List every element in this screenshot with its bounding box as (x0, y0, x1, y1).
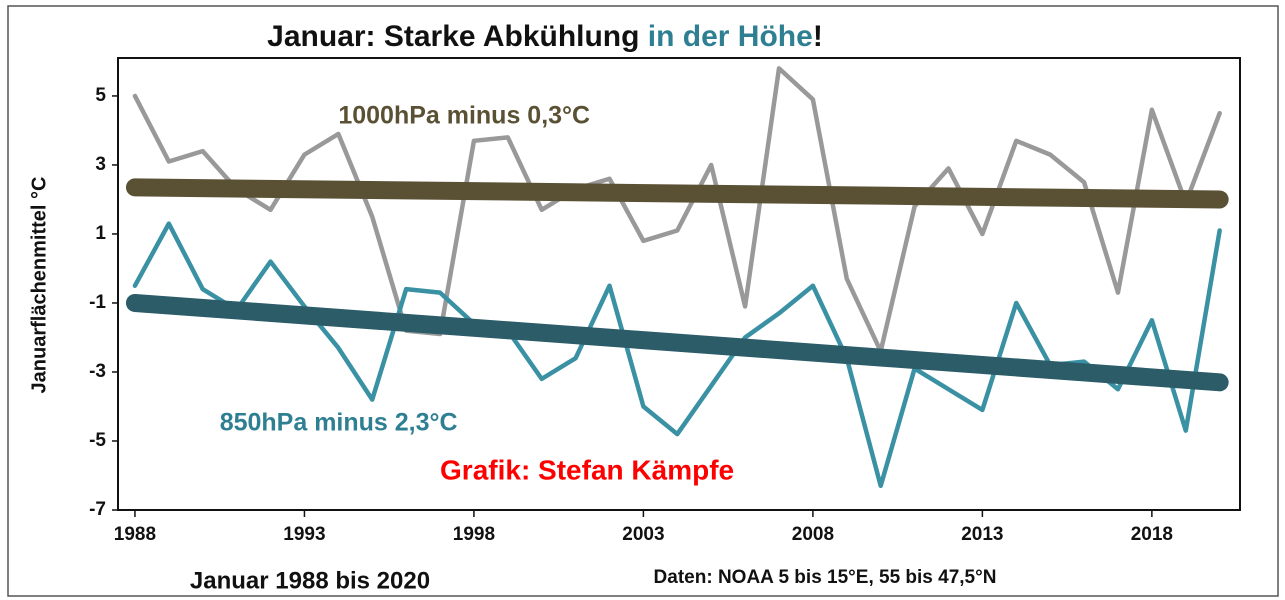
trend-line (125, 178, 1229, 209)
y-tick-label: -7 (89, 499, 106, 520)
plot-border (117, 57, 1241, 511)
x-tick-label: 2003 (622, 524, 664, 545)
x-tick-label: 1993 (283, 524, 325, 545)
y-tick-label: 5 (95, 85, 106, 106)
chart-title: Januar: Starke Abkühlung in der Höhe! (267, 20, 823, 53)
x-tick-label: 2013 (961, 524, 1003, 545)
y-axis-label: Januarflächenmittel °C (28, 177, 50, 394)
y-tick-label: -3 (89, 361, 106, 382)
source: Daten: NOAA 5 bis 15°E, 55 bis 47,5°N (654, 567, 997, 588)
x-tick-label: 2018 (1131, 524, 1173, 545)
x-axis-label: Januar 1988 bis 2020 (190, 567, 430, 594)
x-tick-label: 1998 (453, 524, 495, 545)
title-part: Januar: Starke Abkühlung (267, 20, 648, 53)
y-tick-label: -1 (89, 292, 106, 313)
title-part: in der Höhe (648, 20, 813, 53)
x-tick-label: 2008 (792, 524, 834, 545)
trend-line (125, 293, 1229, 392)
annotation: Grafik: Stefan Kämpfe (440, 454, 734, 485)
y-tick-label: -5 (89, 430, 106, 451)
annotation: 850hPa minus 2,3°C (220, 408, 458, 436)
y-tick-label: 1 (95, 223, 106, 244)
data-line (132, 66, 1222, 354)
title-part: ! (813, 20, 823, 53)
x-tick-label: 1988 (114, 524, 156, 545)
annotation: 1000hPa minus 0,3°C (338, 101, 590, 129)
y-tick-label: 3 (95, 154, 106, 175)
